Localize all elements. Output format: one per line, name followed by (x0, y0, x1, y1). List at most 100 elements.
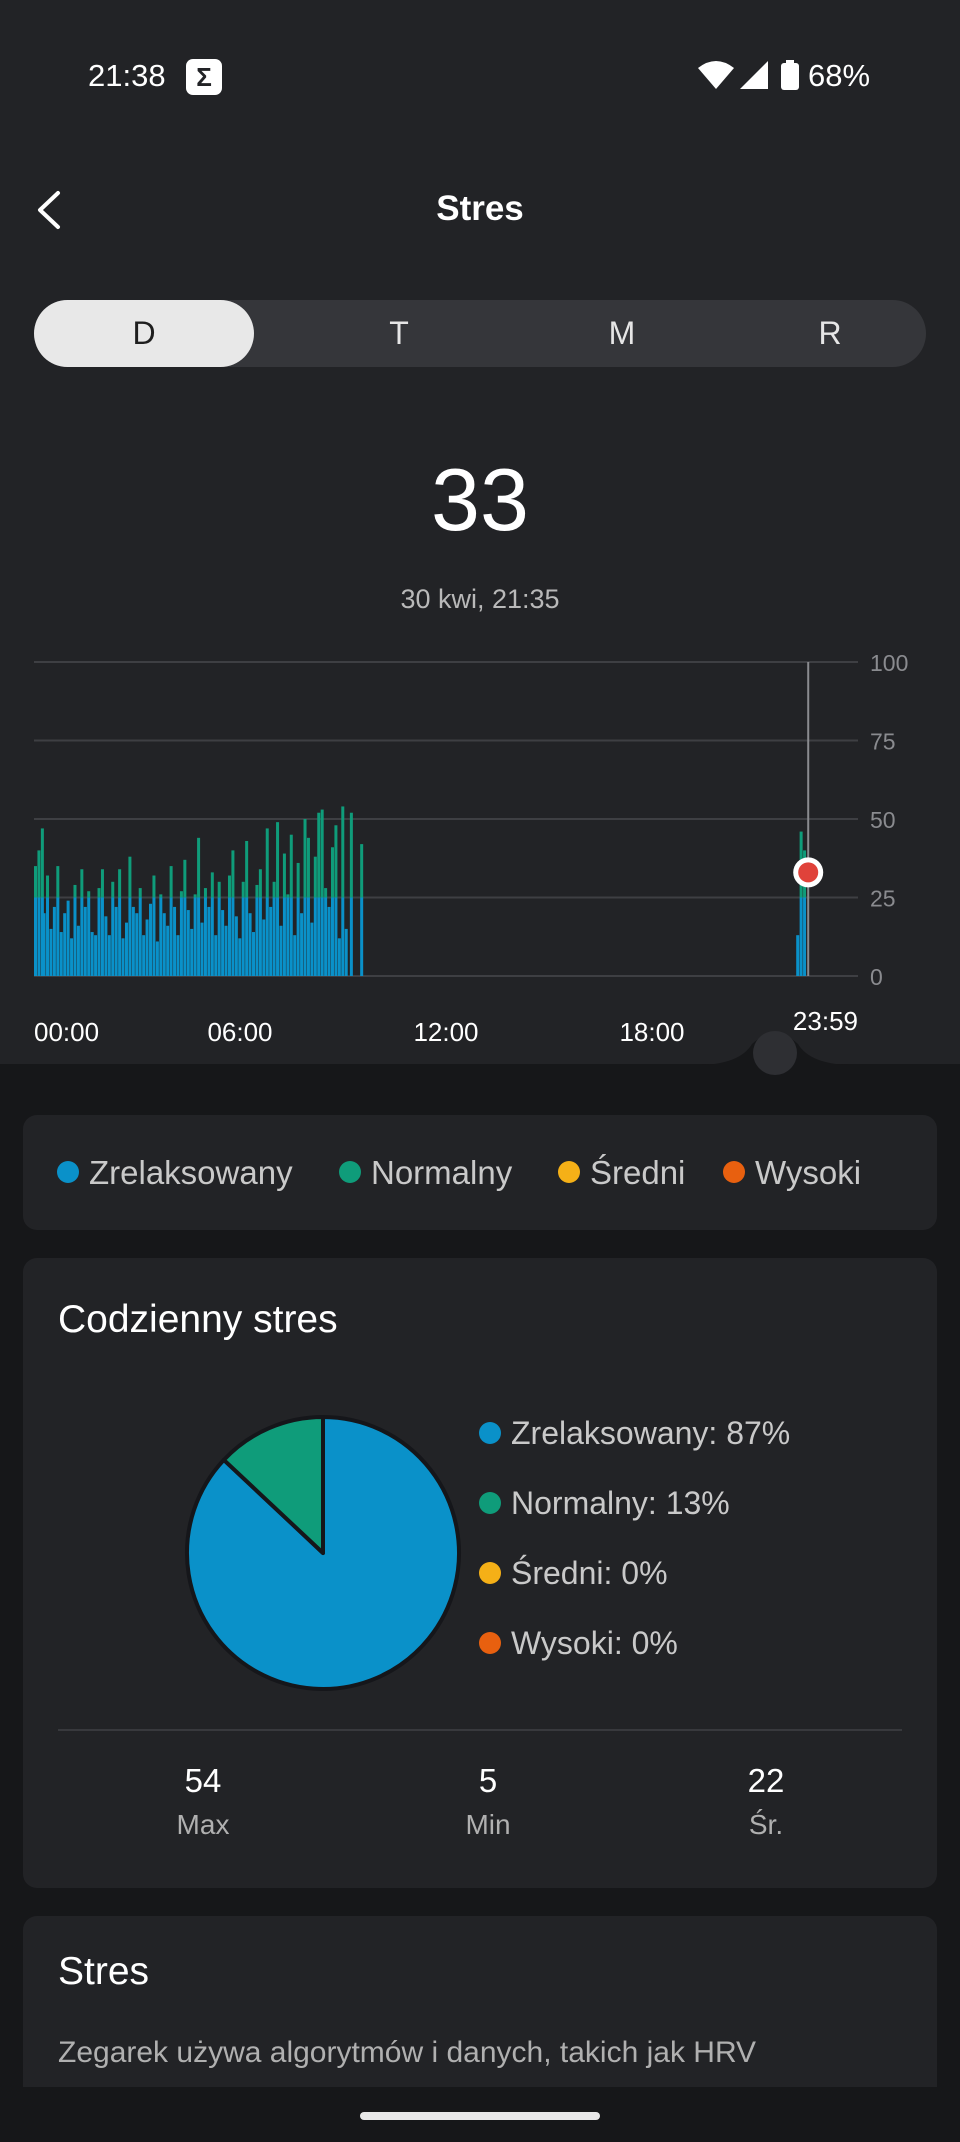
x-tick-label: 12:00 (413, 1017, 478, 1047)
stress-bar-relaxed (111, 897, 115, 976)
relaxed-dot (57, 1161, 79, 1184)
relaxed-dot (479, 1421, 501, 1444)
stress-bar-relaxed (221, 910, 225, 976)
stress-bar-relaxed (279, 925, 283, 976)
stress-bar-normal (111, 881, 115, 898)
stress-bar-relaxed (94, 935, 98, 976)
stat-min: 5 Min (388, 1758, 588, 1846)
stress-bar-relaxed (135, 913, 139, 976)
stress-bar-relaxed (303, 897, 307, 976)
stat-max-label: Max (176, 1809, 230, 1840)
stress-bar-relaxed (131, 906, 135, 976)
stress-bar-relaxed (46, 897, 50, 976)
stress-bar-relaxed (169, 897, 173, 976)
stress-bar-relaxed (87, 897, 91, 976)
stress-bar-relaxed (796, 935, 800, 976)
pie-slice-normal (221, 1415, 325, 1555)
stress-bar-normal (34, 866, 37, 898)
normal-dot (479, 1491, 501, 1514)
stress-bar-relaxed (52, 906, 56, 976)
stress-bar-normal (152, 875, 156, 898)
stress-chart[interactable]: 100 75 50 25 0 00:00 06:00 12:00 18:00 23:59 (0, 640, 960, 1080)
stress-bar-relaxed (142, 935, 146, 976)
stress-bar-relaxed (104, 916, 108, 976)
stress-pie-chart (185, 1415, 461, 1691)
stress-bar-relaxed (179, 897, 183, 976)
stress-bar-normal (282, 853, 286, 898)
stress-bar-relaxed (799, 897, 803, 976)
stress-bar-relaxed (262, 919, 266, 976)
home-indicator[interactable] (360, 2112, 600, 2120)
stress-bar-relaxed (300, 913, 304, 976)
battery-icon (781, 60, 799, 90)
stress-bar-relaxed (49, 928, 53, 976)
stress-bar-relaxed (162, 913, 166, 976)
stress-bar-relaxed (203, 897, 207, 976)
stress-bar-relaxed (59, 932, 63, 976)
stress-bar-normal (46, 875, 50, 898)
pie-legend-normal: Normalny: 13% (479, 1483, 730, 1523)
y-tick-label: 75 (870, 729, 896, 755)
tab-day[interactable]: D (34, 300, 254, 367)
current-stress-value: 33 (431, 450, 529, 549)
back-button[interactable] (28, 185, 78, 235)
stress-bar-normal (330, 847, 334, 898)
status-time: 21:38 (88, 58, 166, 93)
stress-bar-relaxed (344, 928, 348, 976)
stress-bar-normal (37, 850, 41, 898)
stress-bar-relaxed (255, 897, 259, 976)
tab-month[interactable]: M (608, 315, 636, 351)
stress-bar-normal (97, 888, 101, 898)
normal-dot (339, 1161, 361, 1184)
stress-bar-relaxed (320, 897, 324, 976)
stress-bar-relaxed (42, 913, 46, 976)
stress-bar-relaxed (324, 897, 328, 976)
chart-scrubber-handle[interactable] (753, 1031, 797, 1075)
stress-bar-normal (138, 888, 142, 898)
stress-bar-normal (169, 866, 173, 898)
stress-bar-normal (203, 888, 207, 898)
stress-bar-normal (334, 825, 338, 898)
legend-relaxed-label: Zrelaksowany (89, 1154, 293, 1191)
stress-bar-relaxed (269, 906, 273, 976)
stress-bar-relaxed (334, 897, 338, 976)
stress-bar-relaxed (272, 897, 276, 976)
stress-bar-relaxed (360, 897, 364, 976)
stress-bar-relaxed (63, 913, 67, 976)
stat-max: 54 Max (103, 1758, 303, 1846)
stress-bar-relaxed (252, 932, 256, 976)
stress-bar-relaxed (152, 897, 156, 976)
stress-bar-relaxed (207, 906, 211, 976)
stress-bar-normal (80, 869, 84, 898)
stress-bar-relaxed (282, 897, 286, 976)
stress-bar-relaxed (310, 922, 314, 976)
selection-marker (798, 862, 819, 883)
stress-legend-card: Zrelaksowany Normalny Średni Wysoki (23, 1115, 937, 1230)
tab-year[interactable]: R (818, 315, 842, 351)
stress-bar-relaxed (80, 897, 84, 976)
tab-week[interactable]: T (389, 315, 409, 351)
high-dot (479, 1631, 501, 1654)
stress-bar-normal (255, 884, 259, 898)
stress-bar-relaxed (166, 925, 170, 976)
stress-bar-normal (360, 844, 364, 898)
stress-bar-relaxed (124, 922, 128, 976)
stress-bar-normal (118, 869, 122, 898)
y-tick-label: 25 (870, 886, 896, 912)
stress-bar-relaxed (210, 897, 214, 976)
stress-bar-normal (286, 894, 290, 898)
stress-bar-relaxed (241, 897, 245, 976)
stress-bar-normal (296, 862, 300, 898)
stress-bar-normal (303, 819, 307, 898)
stat-average: 22 Śr. (666, 1758, 866, 1846)
stress-bar-relaxed (107, 935, 111, 976)
legend-item-medium: Średni (558, 1115, 685, 1230)
stress-bar-normal (128, 856, 132, 898)
legend-item-normal: Normalny (339, 1115, 512, 1230)
stress-bar-relaxed (149, 903, 153, 976)
stress-bar-relaxed (265, 897, 269, 976)
stress-bar-relaxed (248, 913, 252, 976)
medium-dot (479, 1561, 501, 1584)
stress-bar-normal (241, 881, 245, 898)
stress-bar-relaxed (227, 897, 231, 976)
